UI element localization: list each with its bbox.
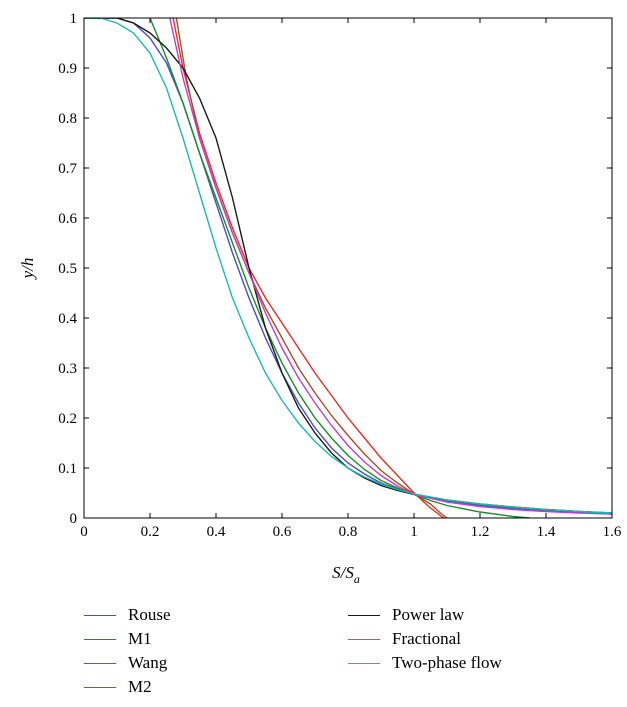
legend: Rouse M1 Wang M2 Power law Fractional Two-phas…	[0, 600, 627, 707]
series-line-rouse	[84, 18, 612, 515]
line-chart: 0 0.2 0.4 0.6 0.8 1 1.2 1.4 1.6 0 0.1 0.2 0.3 0.4 0.5 0…	[18, 11, 622, 586]
axes-layer: 0 0.2 0.4 0.6 0.8 1 1.2 1.4 1.6 0 0.1 0.2 0.3 0.4 0.5 0…	[58, 11, 622, 540]
series-line-fractional	[169, 18, 612, 515]
legend-swatch	[348, 662, 380, 664]
y-tick-label: 0.6	[58, 211, 77, 227]
plot-frame	[83, 17, 613, 519]
y-tick-label: 0	[70, 511, 78, 527]
x-tick-label: 0	[80, 524, 88, 540]
legend-swatch	[84, 686, 116, 688]
legend-swatch	[348, 638, 380, 640]
series-layer	[84, 18, 612, 518]
legend-label: Rouse	[128, 605, 171, 624]
legend-swatch	[84, 638, 116, 640]
x-axis-label: S/Sa	[332, 563, 360, 586]
x-tick-label: 1.4	[537, 524, 556, 540]
legend-label: Power law	[392, 605, 465, 624]
x-tick-label: 1	[410, 524, 418, 540]
series-line-power-law	[84, 18, 612, 514]
x-axis-label-subscript: a	[354, 572, 360, 586]
legend-label: Two-phase flow	[392, 653, 502, 672]
x-tick-label: 1.6	[603, 524, 622, 540]
y-tick-label: 0.2	[58, 411, 77, 427]
x-tick-label: 0.2	[141, 524, 160, 540]
y-tick-label: 0.4	[58, 311, 77, 327]
legend-item-m2: M2	[84, 676, 152, 698]
legend-item-fractional: Fractional	[348, 628, 461, 650]
series-line-two-phase-flow	[84, 18, 612, 514]
y-tick-label: 0.1	[58, 461, 77, 477]
legend-item-two-phase-flow: Two-phase flow	[348, 652, 502, 674]
y-axis-label: y/h	[18, 258, 37, 281]
y-tick-label: 0.3	[58, 361, 77, 377]
y-tick-label: 0.8	[58, 111, 77, 127]
legend-label: Fractional	[392, 629, 461, 648]
legend-label: M1	[128, 629, 152, 648]
legend-item-rouse: Rouse	[84, 604, 171, 626]
series-line-wang	[172, 18, 445, 518]
legend-swatch	[348, 614, 380, 616]
series-line-m1	[149, 18, 530, 518]
series-line-m2	[175, 18, 448, 518]
x-tick-label: 0.8	[339, 524, 358, 540]
y-tick-label: 0.7	[58, 161, 77, 177]
x-tick-label: 1.2	[471, 524, 490, 540]
legend-item-power-law: Power law	[348, 604, 464, 626]
legend-item-wang: Wang	[84, 652, 167, 674]
legend-swatch	[84, 662, 116, 664]
legend-swatch	[84, 614, 116, 616]
y-tick-label: 0.9	[58, 61, 77, 77]
legend-label: Wang	[128, 653, 168, 672]
y-tick-label: 1	[70, 11, 78, 27]
legend-label: M2	[128, 677, 152, 696]
y-tick-label: 0.5	[58, 261, 77, 277]
x-tick-label: 0.4	[207, 524, 226, 540]
legend-item-m1: M1	[84, 628, 152, 650]
x-tick-label: 0.6	[273, 524, 292, 540]
